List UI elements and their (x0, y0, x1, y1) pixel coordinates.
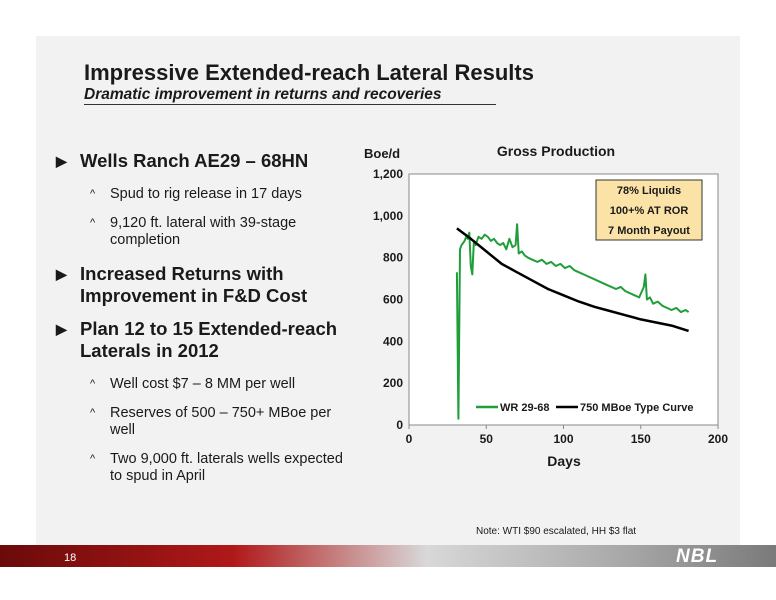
caret-bullet-icon: ^ (90, 217, 96, 229)
caret-bullet-icon: ^ (90, 453, 96, 465)
x-tick-label: 150 (631, 432, 651, 446)
sub-bullet-text: Well cost $7 – 8 MM per well (110, 376, 296, 392)
triangle-bullet-icon: ▶ (56, 153, 67, 169)
bullet-text: Wells Ranch AE29 – 68HN (80, 150, 309, 171)
annotation-box (595, 179, 703, 241)
series-line-type-curve (456, 227, 689, 333)
legend-label: 750 MBoe Type Curve (580, 402, 694, 414)
subtitle-divider (84, 104, 496, 105)
y-tick-label: 0 (396, 418, 403, 432)
caret-bullet-icon: ^ (90, 188, 96, 200)
caret-bullet-icon: ^ (90, 378, 96, 390)
bullet-text: Increased Returns with Improvement in F&… (80, 263, 308, 306)
x-tick-label: 200 (708, 432, 728, 446)
legend: WR 29-68 750 MBoe Type Curve (476, 402, 694, 414)
footer-bar (0, 545, 776, 567)
sub-bullet: ^ Well cost $7 – 8 MM per well (56, 376, 356, 393)
legend-label: WR 29-68 (500, 402, 550, 414)
bullet-text: Plan 12 to 15 Extended-reach Laterals in… (80, 318, 338, 361)
sub-bullet-text: Spud to rig release in 17 days (110, 186, 302, 202)
y-tick-label: 1,000 (373, 209, 403, 223)
chart-title: Gross Production (497, 143, 615, 159)
slide-title: Impressive Extended-reach Lateral Result… (84, 60, 534, 85)
x-axis-label: Days (547, 453, 581, 469)
caret-bullet-icon: ^ (90, 407, 96, 419)
triangle-bullet-icon: ▶ (56, 266, 67, 282)
x-tick-label: 50 (480, 432, 494, 446)
y-tick-label: 800 (383, 251, 403, 265)
sub-bullet-text: 9,120 ft. lateral with 39-stage completi… (110, 215, 297, 248)
footnote: Note: WTI $90 escalated, HH $3 flat (476, 526, 637, 537)
nbl-logo: NBL (676, 546, 719, 567)
y-tick-label: 1,200 (373, 167, 403, 181)
x-tick-label: 100 (553, 432, 573, 446)
sub-bullet: ^ 9,120 ft. lateral with 39-stage comple… (56, 215, 356, 249)
bullet-list: ▶ Wells Ranch AE29 – 68HN ^ Spud to rig … (56, 150, 356, 485)
annotation-line: 7 Month Payout (608, 225, 690, 237)
triangle-bullet-icon: ▶ (56, 321, 67, 337)
annotation-line: 78% Liquids (617, 185, 681, 197)
slide-subtitle: Dramatic improvement in returns and reco… (84, 86, 442, 103)
y-axis-label: Boe/d (364, 146, 400, 161)
x-tick-label: 0 (406, 432, 413, 446)
sub-bullet: ^ Two 9,000 ft. laterals wells expected … (56, 451, 356, 485)
bullet-increased-returns: ▶ Increased Returns with Improvement in … (56, 263, 356, 307)
sub-bullet: ^ Spud to rig release in 17 days (56, 186, 356, 203)
sub-bullet: ^ Reserves of 500 – 750+ MBoe per well (56, 405, 356, 439)
page-number: 18 (64, 552, 77, 564)
y-tick-label: 200 (383, 376, 403, 390)
bullet-wells-ranch: ▶ Wells Ranch AE29 – 68HN (56, 150, 356, 172)
sub-bullet-text: Reserves of 500 – 750+ MBoe per well (110, 405, 332, 438)
sub-bullet-text: Two 9,000 ft. laterals wells expected to… (110, 451, 343, 484)
annotation-line: 100+% AT ROR (610, 205, 689, 217)
y-tick-label: 400 (383, 334, 403, 348)
y-tick-label: 600 (383, 293, 403, 307)
bullet-plan-laterals: ▶ Plan 12 to 15 Extended-reach Laterals … (56, 318, 356, 362)
